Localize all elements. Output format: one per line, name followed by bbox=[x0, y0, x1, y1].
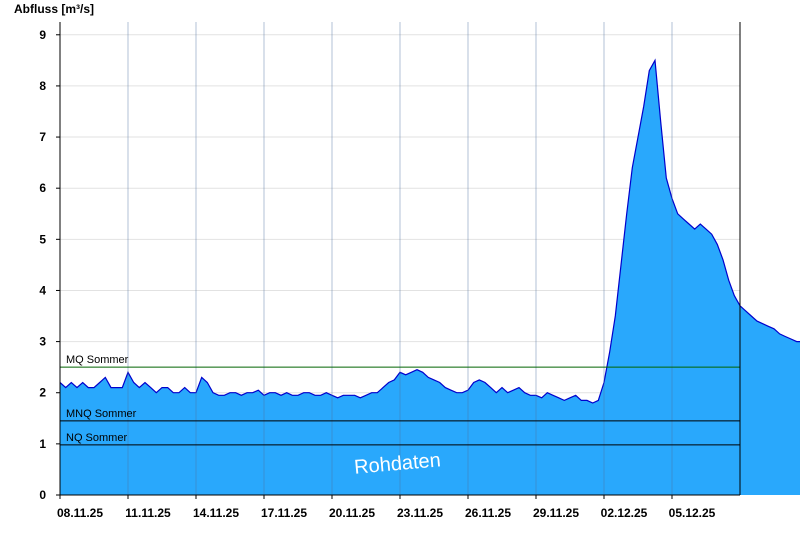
x-tick-label: 20.11.25 bbox=[329, 506, 375, 520]
y-tick-label: 1 bbox=[39, 437, 46, 451]
y-tick-label: 8 bbox=[39, 79, 46, 93]
x-tick-label: 17.11.25 bbox=[261, 506, 307, 520]
x-tick-label: 02.12.25 bbox=[601, 506, 648, 520]
x-tick-label: 05.12.25 bbox=[669, 506, 716, 520]
x-tick-label: 29.11.25 bbox=[533, 506, 579, 520]
discharge-line bbox=[59, 58, 800, 404]
x-tick-label: 26.11.25 bbox=[465, 506, 511, 520]
reference-line-label: NQ Sommer bbox=[66, 432, 127, 444]
x-tick-label: 23.11.25 bbox=[397, 506, 443, 520]
x-tick-label: 08.11.25 bbox=[57, 506, 103, 520]
reference-lines: MQ Sommer MNQ Sommer NQ Sommer bbox=[60, 22, 740, 495]
y-axis-title: Abfluss [m³/s] bbox=[14, 2, 94, 16]
y-tick-label: 6 bbox=[39, 181, 46, 195]
y-tick-label: 9 bbox=[39, 28, 46, 42]
y-tick-label: 7 bbox=[39, 130, 46, 144]
y-tick-label: 3 bbox=[39, 335, 46, 349]
y-tick-label: 5 bbox=[39, 232, 46, 246]
axis-labels: 0 1 2 3 4 5 6 7 8 9 08.11.25 11.11.25 14.11.25 17.11.… bbox=[14, 2, 716, 520]
reference-line-label: MNQ Sommer bbox=[66, 408, 137, 420]
x-tick-label: 14.11.25 bbox=[193, 506, 239, 520]
y-tick-label: 4 bbox=[39, 283, 46, 297]
reference-line-label: MQ Sommer bbox=[66, 354, 129, 366]
y-tick-label: 2 bbox=[39, 386, 46, 400]
discharge-area bbox=[59, 58, 800, 495]
axes bbox=[56, 22, 741, 499]
discharge-fill bbox=[60, 60, 800, 495]
y-tick-label: 0 bbox=[39, 488, 46, 502]
x-tick-label: 11.11.25 bbox=[125, 506, 171, 520]
